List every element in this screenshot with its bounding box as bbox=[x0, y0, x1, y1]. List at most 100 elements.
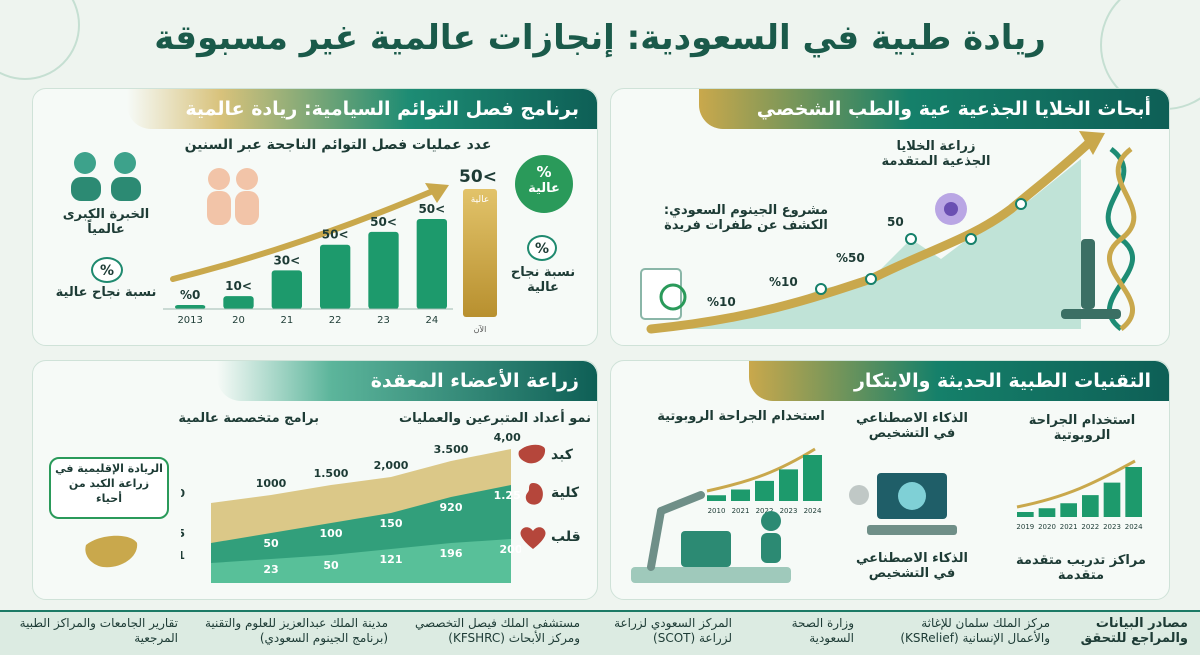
tech-tick-label: 2020 bbox=[1038, 523, 1056, 531]
tech-tick-label: 2022 bbox=[1081, 523, 1099, 531]
twins-big-axis: الآن bbox=[473, 325, 487, 334]
twins-bar-label: >30 bbox=[273, 253, 300, 267]
tech-tick-label: 2021 bbox=[732, 507, 750, 515]
organ-low-value: 121 bbox=[380, 553, 403, 566]
tech-tick-label: 2021 bbox=[1060, 523, 1078, 531]
twins-right-pct: % bbox=[527, 235, 557, 261]
stem-point-label: 50 bbox=[887, 215, 904, 229]
stem-point-label: %10 bbox=[769, 275, 798, 289]
tech-tick-label: 2024 bbox=[1125, 523, 1143, 531]
stem-header-title: أبحاث الخلايا الجذعية عية والطب الشخصي bbox=[756, 98, 1151, 120]
tech-bar bbox=[707, 495, 726, 501]
tech-tick-label: 2024 bbox=[804, 507, 822, 515]
tech-header: التقنيات الطبية الحديثة والابتكار bbox=[749, 361, 1169, 401]
twins-bar-label: %0 bbox=[180, 288, 200, 302]
stem-panel: أبحاث الخلايا الجذعية عية والطب الشخصي ز… bbox=[610, 88, 1170, 346]
twins-tick-label: 21 bbox=[280, 315, 293, 326]
organ-low-value: 200 bbox=[500, 543, 521, 556]
organ-axis-value: 1 bbox=[181, 549, 185, 562]
tech-bar bbox=[1082, 495, 1099, 517]
twins-badge-pct: % bbox=[536, 163, 552, 181]
stem-label-2: مشروع الجينوم السعودي: الكشف عن طفرات فر… bbox=[663, 203, 829, 233]
twins-bar bbox=[320, 244, 351, 309]
stem-point bbox=[905, 233, 917, 245]
twins-panel: برنامج فصل التوائم السيامية: ريادة عالمي… bbox=[32, 88, 598, 346]
footer-source: مستشفى الملك فيصل التخصصي ومركز الأبحاث … bbox=[414, 616, 580, 645]
surgeons-icon bbox=[71, 152, 141, 201]
organ-legend-2: برامج متخصصة عالمية bbox=[178, 411, 319, 426]
stem-growth-chart bbox=[640, 131, 1137, 334]
organ-mid-value: 150 bbox=[380, 517, 403, 530]
tech-robot-right: استخدام الجراحة الروبوتية bbox=[1028, 413, 1136, 443]
twins-trend-arrow bbox=[170, 188, 436, 282]
twins-big-value: >50 bbox=[459, 167, 497, 187]
tech-trend-line bbox=[1016, 459, 1136, 509]
tech-header-title: التقنيات الطبية الحديثة والابتكار bbox=[853, 370, 1151, 392]
twins-chart-title: عدد عمليات فصل التوائم الناجحة عبر السني… bbox=[184, 137, 492, 153]
organ-mid-value: 920 bbox=[440, 501, 463, 514]
organ-kidney-label: كلية bbox=[551, 485, 580, 501]
stem-header: أبحاث الخلايا الجذعية عية والطب الشخصي bbox=[699, 89, 1169, 129]
twins-badge: % عالية bbox=[515, 155, 573, 213]
twins-tick-label: 24 bbox=[425, 315, 438, 326]
organ-top-value: 1000 bbox=[256, 477, 287, 490]
footer-source: وزارة الصحة السعودية bbox=[791, 616, 854, 645]
organ-header-title: زراعة الأعضاء المعقدة bbox=[370, 370, 579, 392]
organ-top-value: 2,000 bbox=[374, 459, 409, 472]
organ-low-value: 196 bbox=[440, 547, 463, 560]
twins-icon bbox=[207, 168, 259, 225]
footer-source: المركز السعودي لزراعة لزراعة (SCOT) bbox=[614, 616, 732, 645]
twins-big-bar bbox=[463, 189, 497, 317]
kidney-icon bbox=[525, 483, 543, 505]
twins-bar-label: >50 bbox=[418, 202, 445, 216]
twins-trend-arrowhead bbox=[425, 183, 449, 203]
organ-axis-value: 5 bbox=[181, 527, 185, 540]
liver-icon bbox=[85, 535, 138, 568]
tech-panel: التقنيات الطبية الحديثة والابتكار استخدا… bbox=[610, 360, 1170, 600]
organ-panel: زراعة الأعضاء المعقدة نمو أعداد المتبرعي… bbox=[32, 360, 598, 600]
stem-point bbox=[865, 273, 877, 285]
twins-bar bbox=[368, 231, 399, 309]
organ-top-value: 4,000 bbox=[494, 433, 521, 444]
organ-mid-value: 100 bbox=[320, 527, 343, 540]
sources-footer: مصادر البيانات والمراجع للتحقق مركز المل… bbox=[0, 610, 1200, 655]
organ-liver-label: كبد bbox=[551, 447, 573, 463]
tech-tick-label: 2023 bbox=[1103, 523, 1121, 531]
tech-bar bbox=[1017, 512, 1034, 517]
footer-source: مدينة الملك عبدالعزيز للعلوم والتقنية (ب… bbox=[204, 616, 388, 645]
twins-bar bbox=[416, 219, 447, 309]
tech-ai-top: الذكاء الاصطناعي في التشخيص bbox=[855, 411, 969, 441]
twins-left-pct: % bbox=[91, 257, 123, 283]
footer-source: مركز الملك سلمان للإغاثة والأعمال الإنسا… bbox=[900, 616, 1050, 645]
tech-left-chart: 2010 2021 2022 2023 2024 bbox=[706, 447, 822, 515]
tech-robot-left: استخدام الجراحة الروبوتية bbox=[657, 409, 825, 424]
twins-bar bbox=[223, 296, 254, 309]
tech-bar bbox=[779, 469, 798, 501]
twins-tick-label: 2013 bbox=[177, 315, 202, 326]
page-title: ريادة طبية في السعودية: إنجازات عالمية غ… bbox=[154, 18, 1046, 58]
footer-source: تقارير الجامعات والمراكز الطبية المرجعية bbox=[19, 616, 178, 645]
twins-bar-label: >50 bbox=[322, 228, 349, 242]
twins-chart: %0 2013 >10 20 >30 21 >50 22 >50 23 >50 24 bbox=[163, 183, 453, 326]
twins-bar bbox=[271, 270, 302, 309]
organ-heart-label: قلب bbox=[551, 529, 581, 545]
organ-chart: 500 5 1 1000 1.500 2,000 3.500 4,000 50 100 150 920… bbox=[181, 433, 521, 583]
stem-label-1: زراعة الخلايا الجذعية المتقدمة bbox=[881, 139, 991, 169]
organ-mid-value: 50 bbox=[263, 537, 279, 550]
twins-left-label-1: الخبرة الكبرى عالمياً bbox=[62, 207, 150, 237]
twins-tick-label: 20 bbox=[232, 315, 245, 326]
tech-tick-label: 2010 bbox=[708, 507, 726, 515]
stem-point bbox=[1015, 198, 1027, 210]
tech-bar bbox=[803, 455, 822, 501]
twins-header-title: برنامج فصل التوائم السيامية: ريادة عالمي… bbox=[185, 98, 579, 120]
twins-bar bbox=[175, 305, 206, 309]
tech-bar bbox=[1103, 482, 1121, 517]
organ-top-value: 1.500 bbox=[314, 467, 349, 480]
tech-bar bbox=[731, 489, 750, 501]
tech-right-chart: 2019 2020 2021 2022 2023 2024 bbox=[1016, 459, 1143, 531]
twins-right-label: نسبة نجاح عالية bbox=[510, 265, 576, 295]
robot-arm-icon bbox=[631, 491, 791, 583]
organ-header: زراعة الأعضاء المعقدة bbox=[217, 361, 597, 401]
stem-point bbox=[965, 233, 977, 245]
organ-bubble bbox=[49, 457, 169, 519]
